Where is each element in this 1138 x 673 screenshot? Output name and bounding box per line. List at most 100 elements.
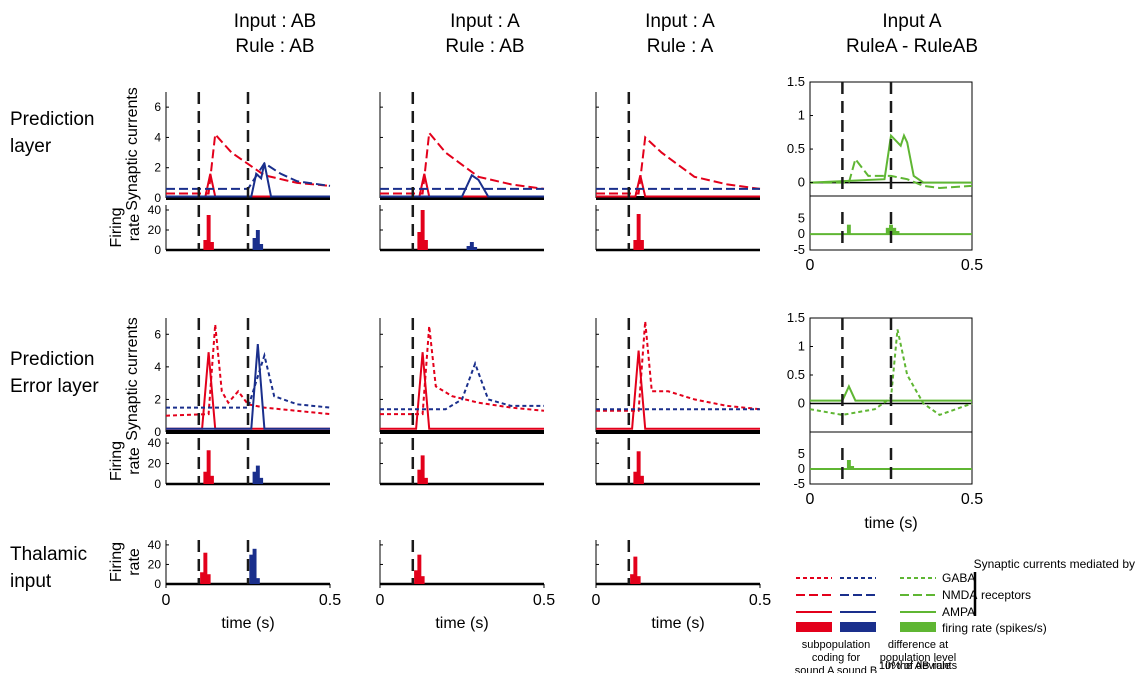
series-line — [380, 173, 544, 198]
row-title-line1: Thalamic — [10, 544, 87, 565]
series-line — [380, 325, 545, 416]
series-line — [809, 329, 973, 417]
row-title-line1: Prediction — [10, 109, 95, 130]
x-tick-label: 0 — [592, 592, 601, 609]
rate-bar — [417, 554, 422, 584]
legend-label-gaba: GABA — [942, 571, 975, 585]
series-line — [596, 350, 760, 430]
series-line — [166, 161, 331, 190]
y-tick-label: 1.5 — [787, 74, 805, 89]
panel-prediction-2 — [595, 92, 761, 252]
y-axis-label-firing: Firing — [108, 207, 125, 247]
x-tick-label: 0.5 — [749, 592, 771, 609]
x-axis-label-time: time (s) — [651, 615, 704, 632]
rate-bar — [255, 465, 260, 484]
y-tick-label: 0.5 — [787, 141, 805, 156]
y-tick-label: -5 — [793, 242, 805, 257]
column-title-line2: Rule : A — [647, 36, 714, 57]
y-tick-label: 6 — [154, 100, 161, 114]
y-tick-label: 1 — [798, 339, 805, 354]
rate-bar — [203, 471, 208, 484]
series-line — [166, 351, 331, 409]
panel-error-2 — [595, 318, 761, 486]
rate-bar — [414, 570, 419, 584]
y-tick-label: 40 — [148, 203, 162, 217]
series-line — [596, 175, 760, 198]
rate-bar — [639, 240, 644, 250]
rate-bar — [633, 240, 638, 250]
legend-caption-difference: 10% of deviants — [879, 660, 958, 672]
y-tick-label: 0 — [798, 396, 805, 411]
y-tick-label: 0 — [798, 461, 805, 476]
row-title-line2: layer — [10, 136, 52, 157]
y-tick-label: 2 — [154, 161, 161, 175]
rate-bar — [252, 238, 257, 250]
rate-bar — [259, 477, 264, 484]
rate-bar — [420, 210, 425, 250]
y-tick-label: 0 — [798, 175, 805, 190]
column-title-line2: Rule : AB — [445, 36, 524, 57]
x-tick-label: 0.5 — [533, 592, 555, 609]
rate-bar — [466, 246, 471, 250]
x-tick-label: 0 — [376, 592, 385, 609]
y-tick-label: 4 — [154, 360, 161, 374]
y-axis-label-firing: Firing — [108, 441, 125, 481]
y-axis-label-synaptic: Synaptic currents — [124, 87, 141, 211]
series-line — [596, 321, 761, 412]
rate-bar — [209, 242, 214, 250]
rate-bar — [206, 450, 211, 484]
legend-caption-subpopulation: subpopulation — [802, 639, 871, 651]
series-line — [596, 135, 761, 195]
rate-bar — [850, 466, 855, 469]
rate-bar — [209, 475, 214, 484]
column-title-line2: Rule : AB — [235, 36, 314, 57]
rate-bar — [636, 214, 641, 250]
series-line — [380, 352, 544, 430]
rate-bar — [420, 455, 425, 484]
y-tick-label: 5 — [798, 210, 805, 225]
row-title-line2: Error layer — [10, 376, 99, 397]
rate-bar — [420, 576, 425, 584]
rate-bar — [469, 242, 474, 250]
y-tick-label: 0.5 — [787, 367, 805, 382]
x-tick-label: 0.5 — [961, 491, 983, 508]
rate-bar — [200, 572, 205, 584]
legend-caption-subpopulation: sound A sound B — [795, 665, 878, 673]
y-tick-label: 0 — [798, 226, 805, 241]
rate-bar — [633, 556, 638, 584]
rate-bar — [846, 460, 851, 469]
rate-bar — [252, 471, 257, 484]
rate-bar — [473, 247, 478, 250]
rate-bar — [423, 477, 428, 484]
y-tick-label: 1.5 — [787, 310, 805, 325]
y-axis-label-synaptic: Synaptic currents — [124, 317, 141, 441]
rate-bar — [206, 215, 211, 250]
rate-bar — [417, 232, 422, 250]
y-axis-label-firing: Firing — [108, 542, 125, 582]
y-tick-label: 0 — [154, 191, 161, 205]
rate-bar — [423, 240, 428, 250]
rate-bar — [259, 244, 264, 250]
series-line — [810, 383, 972, 402]
rate-bar — [206, 574, 211, 584]
rate-bar — [203, 552, 208, 584]
rate-bar — [885, 227, 890, 235]
panel-error-1 — [379, 318, 545, 486]
panel-prediction-1 — [379, 92, 545, 252]
rate-bar — [630, 574, 635, 584]
rate-bar — [889, 224, 893, 235]
rate-bar — [895, 231, 900, 235]
titles: Input : AB Rule : AB Input : A Rule : AB Inp… — [10, 11, 978, 592]
row-title-line1: Prediction — [10, 349, 95, 370]
rate-bar — [203, 240, 208, 250]
rate-bar — [639, 475, 644, 484]
rate-bar — [252, 548, 257, 584]
legend-label-receptors: receptors — [981, 588, 1031, 602]
panel-thalamic-1: 0 0.5 time (s) — [376, 540, 555, 632]
x-axis-label-time: time (s) — [864, 515, 917, 532]
